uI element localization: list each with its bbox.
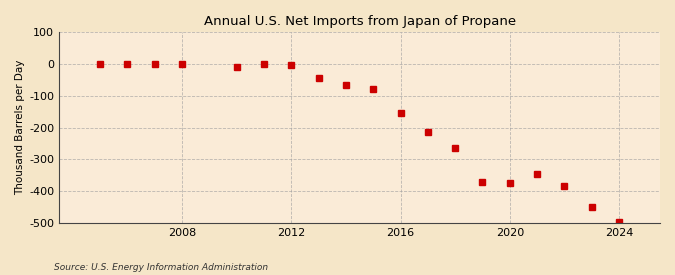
Title: Annual U.S. Net Imports from Japan of Propane: Annual U.S. Net Imports from Japan of Pr…	[204, 15, 516, 28]
Y-axis label: Thousand Barrels per Day: Thousand Barrels per Day	[15, 60, 25, 195]
Text: Source: U.S. Energy Information Administration: Source: U.S. Energy Information Administ…	[54, 263, 268, 272]
